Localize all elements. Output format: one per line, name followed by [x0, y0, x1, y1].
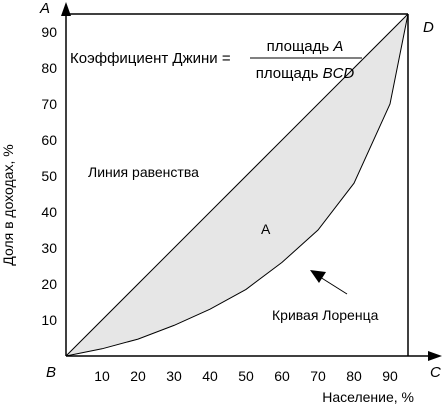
lorenz-curve-label: Кривая Лоренца [272, 307, 379, 323]
x-tick-label: 90 [382, 368, 398, 384]
x-tick-label: 40 [202, 368, 218, 384]
x-tick-labels: 10 20 30 40 50 60 70 80 90 [94, 368, 398, 384]
lorenz-pointer-line [319, 276, 348, 295]
formula-numerator: площадь A [267, 38, 344, 55]
equality-line [65, 13, 409, 357]
corner-label-a: A [39, 0, 50, 17]
y-tick-label: 20 [41, 276, 57, 292]
formula-denominator: площадь BCD [256, 65, 355, 82]
y-tick-labels: 10 20 30 40 50 60 70 80 90 [41, 24, 57, 328]
y-tick-label: 90 [41, 24, 57, 40]
x-tick-label: 20 [130, 368, 146, 384]
x-axis-arrowhead [428, 351, 442, 361]
y-tick-label: 10 [41, 312, 57, 328]
corner-label-c: C [430, 364, 441, 381]
lorenz-curve [65, 13, 409, 357]
y-tick-label: 70 [41, 96, 57, 112]
x-tick-label: 10 [94, 368, 110, 384]
y-axis-title: Доля в доходах, % [0, 144, 16, 265]
x-tick-label: 30 [166, 368, 182, 384]
corner-label-d: D [423, 19, 434, 36]
area-a-label: A [261, 221, 271, 237]
y-axis-arrowhead [61, 2, 71, 16]
lorenz-pointer-arrowhead [310, 270, 326, 283]
y-tick-label: 60 [41, 132, 57, 148]
x-axis-title: Население, % [322, 389, 414, 405]
equality-line-label: Линия равенства [88, 164, 199, 180]
y-tick-label: 50 [41, 168, 57, 184]
x-tick-label: 70 [310, 368, 326, 384]
x-tick-label: 60 [274, 368, 290, 384]
x-tick-label: 80 [346, 368, 362, 384]
formula-lhs: Коэффициент Джини = [70, 50, 231, 67]
y-tick-label: 80 [41, 60, 57, 76]
y-tick-label: 30 [41, 240, 57, 256]
corner-label-b: B [46, 364, 56, 381]
x-tick-label: 50 [238, 368, 254, 384]
y-tick-label: 40 [41, 204, 57, 220]
